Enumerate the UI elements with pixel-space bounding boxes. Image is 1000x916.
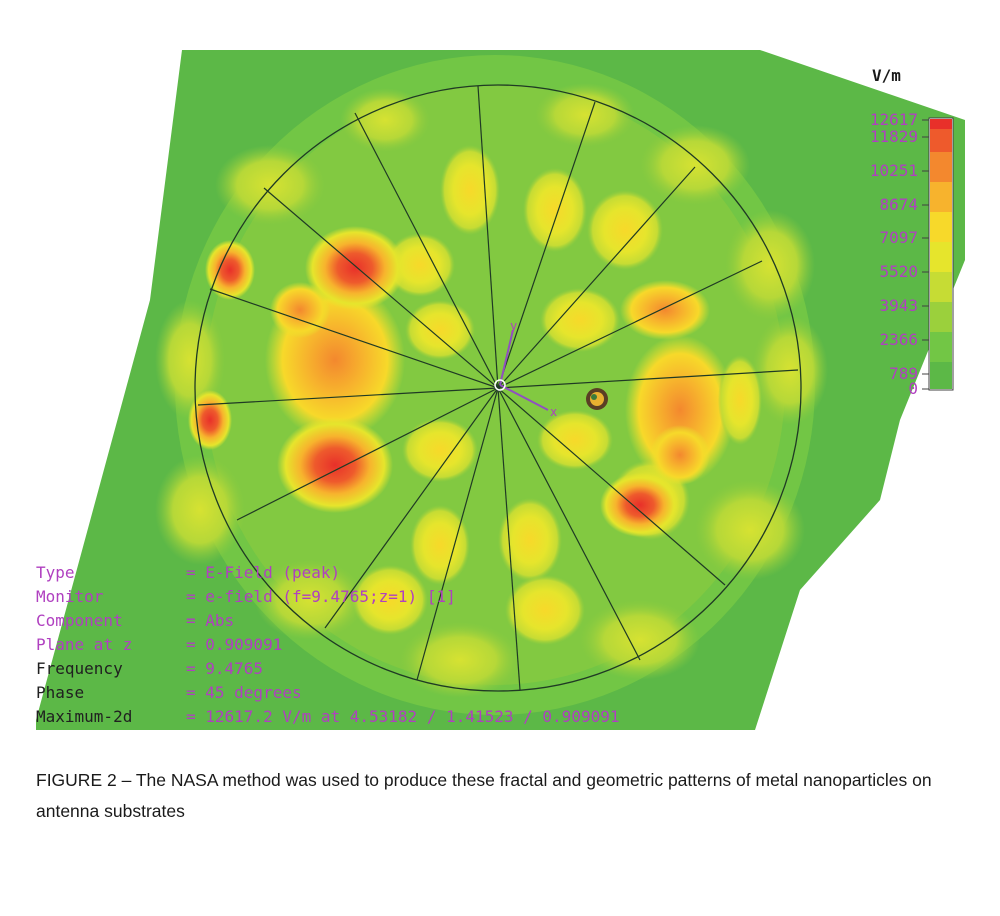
spoke-lines <box>197 85 799 691</box>
legend-label: 5520 <box>879 262 918 281</box>
legend-label: 3943 <box>879 296 918 315</box>
info-key: Component <box>36 611 123 630</box>
legend-label: 789 <box>889 364 918 383</box>
legend-label: 8674 <box>879 195 918 214</box>
legend-label-max: 12617 <box>869 110 918 129</box>
info-value: = 9.4765 <box>186 659 264 678</box>
info-row-monitor: Monitor = e-field (f=9.4765;z=1) [1] <box>36 585 619 609</box>
info-value: = 12617.2 V/m at 4.53182 / 1.41523 / 0.9… <box>186 707 620 726</box>
info-key: Plane at z <box>36 635 133 654</box>
feed-probe-marker <box>586 388 608 410</box>
legend-label: 2366 <box>879 330 918 349</box>
legend-label: 11829 <box>869 127 918 146</box>
axis-triad: y x <box>494 319 557 419</box>
info-key: Type <box>36 563 75 582</box>
legend-label: 10251 <box>869 161 918 180</box>
info-row-type: Type = E-Field (peak) <box>36 561 619 585</box>
legend-label: 7097 <box>879 228 918 247</box>
figure-caption: FIGURE 2 – The NASA method was used to p… <box>36 770 932 821</box>
x-axis-label: x <box>550 405 557 419</box>
info-row-maximum: Maximum-2d = 12617.2 V/m at 4.53182 / 1.… <box>36 705 619 729</box>
disc-outline <box>194 84 802 692</box>
legend-unit: V/m <box>872 66 901 85</box>
info-value: = 45 degrees <box>186 683 302 702</box>
info-key: Monitor <box>36 587 104 606</box>
info-row-component: Component = Abs <box>36 609 619 633</box>
color-scale-bar <box>922 117 954 391</box>
info-row-plane: Plane at z = 0.909091 <box>36 633 619 657</box>
info-key: Maximum-2d <box>36 707 133 726</box>
info-value: = 0.909091 <box>186 635 283 654</box>
field-intensity-map <box>155 55 828 715</box>
info-value: = Abs <box>186 611 235 630</box>
legend-label-min: 0 <box>908 379 918 398</box>
field-info-panel: Type = E-Field (peak) Monitor = e-field … <box>36 561 619 729</box>
info-key: Frequency <box>36 659 123 678</box>
y-axis-label: y <box>510 319 517 333</box>
info-value: = E-Field (peak) <box>186 563 341 582</box>
info-row-frequency: Frequency = 9.4765 <box>36 657 619 681</box>
info-row-phase: Phase = 45 degrees <box>36 681 619 705</box>
info-value: = e-field (f=9.4765;z=1) [1] <box>186 587 456 606</box>
info-key: Phase <box>36 683 85 702</box>
